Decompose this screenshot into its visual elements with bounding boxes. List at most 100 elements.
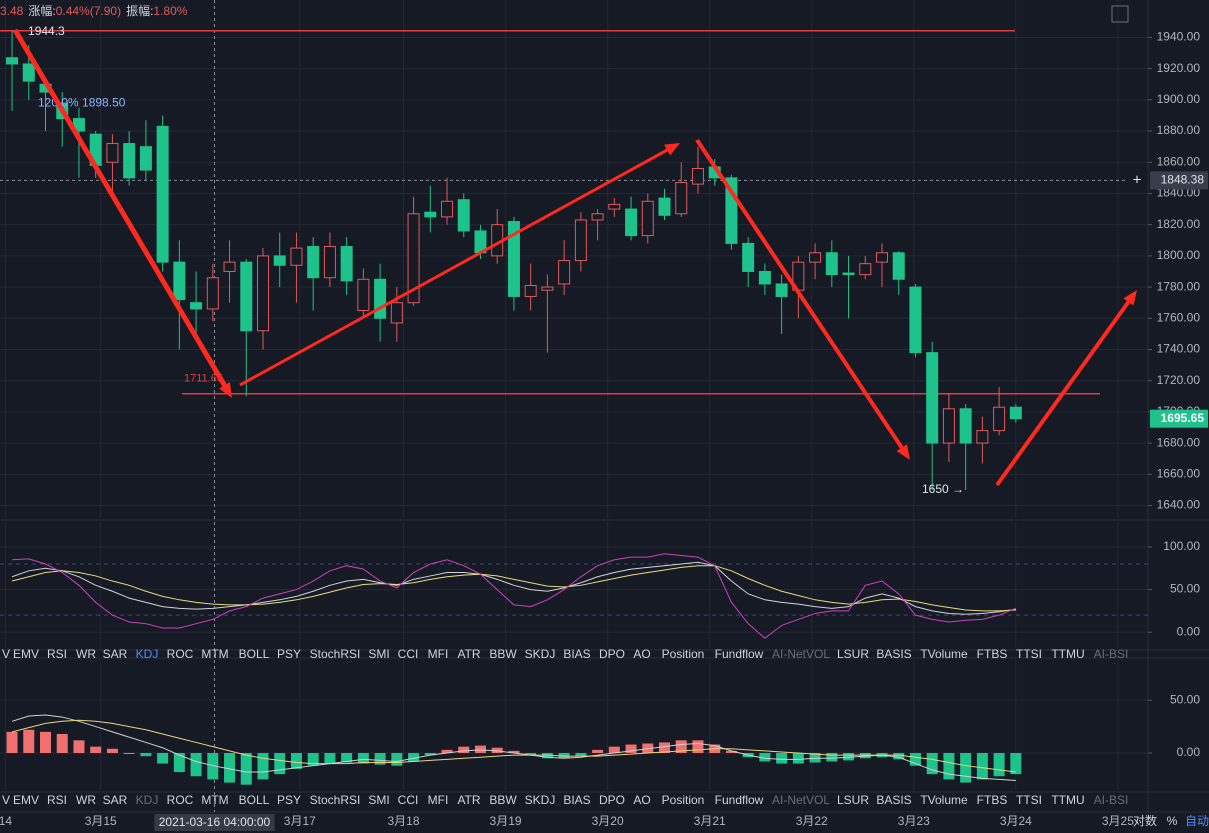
indicator-tab[interactable]: SKDJ xyxy=(525,647,556,661)
indicator-tab[interactable]: V xyxy=(2,647,10,661)
indicator-tab[interactable]: CCI xyxy=(398,793,419,807)
indicator-tab[interactable]: V xyxy=(2,793,10,807)
indicator-tab[interactable]: TTSI xyxy=(1016,793,1042,807)
trend-arrow xyxy=(12,28,231,393)
indicator-tab[interactable]: StochRSI xyxy=(310,647,361,661)
header-change: 0.44%(7.90) xyxy=(56,4,121,18)
indicator-tab[interactable]: SAR xyxy=(103,793,128,807)
indicator-tab[interactable]: AO xyxy=(633,793,650,807)
indicator-tab[interactable]: BIAS xyxy=(563,793,590,807)
macd-bar xyxy=(909,753,921,766)
indicator-tab[interactable]: AI-NetVOL xyxy=(772,793,830,807)
candle-body xyxy=(507,221,520,297)
candle-body xyxy=(240,261,253,332)
indicator-tab[interactable]: MTM xyxy=(201,793,228,807)
indicator-tab[interactable]: TTMU xyxy=(1051,793,1084,807)
indicator-tab[interactable]: MFI xyxy=(428,647,449,661)
indicator-tab[interactable]: TTSI xyxy=(1016,647,1042,661)
indicator-tab[interactable]: RSI xyxy=(47,793,67,807)
axis-option[interactable]: 对数 xyxy=(1133,813,1157,828)
indicator-tab[interactable]: DPO xyxy=(599,647,625,661)
indicator-tab[interactable]: AO xyxy=(633,647,650,661)
macd-bar xyxy=(692,740,704,754)
indicator-tab[interactable]: ROC xyxy=(167,793,194,807)
indicator-tab[interactable]: BBW xyxy=(489,793,517,807)
indicator-tab[interactable]: FTBS xyxy=(977,793,1008,807)
indicator-tab[interactable]: SMI xyxy=(368,647,389,661)
indicator-tab[interactable]: Fundflow xyxy=(715,793,764,807)
macd-bar xyxy=(106,748,118,754)
indicator-tab[interactable]: TVolume xyxy=(920,647,968,661)
candle-body xyxy=(307,246,320,279)
indicator-tab[interactable]: CCI xyxy=(398,647,419,661)
indicator-tab[interactable]: BBW xyxy=(489,647,517,661)
indicator-tab[interactable]: FTBS xyxy=(977,647,1008,661)
indicator-tab[interactable]: MFI xyxy=(428,793,449,807)
indicator-tab[interactable]: StochRSI xyxy=(310,793,361,807)
x-tick-label: 3月22 xyxy=(796,814,828,828)
indicator-tab[interactable]: MTM xyxy=(201,647,228,661)
indicator-tab[interactable]: RSI xyxy=(47,647,67,661)
indicator-tab[interactable]: WR xyxy=(76,647,96,661)
candle-body xyxy=(390,302,403,324)
indicator-tab[interactable]: BOLL xyxy=(239,647,270,661)
indicator-tab[interactable]: SKDJ xyxy=(525,793,556,807)
indicator-tab[interactable]: Position xyxy=(662,793,705,807)
macd-bar xyxy=(491,747,503,754)
indicator-tab[interactable]: SMI xyxy=(368,793,389,807)
indicator-tab[interactable]: AI-BSI xyxy=(1094,793,1129,807)
macd-bar xyxy=(943,753,955,780)
macd-bar xyxy=(608,746,620,754)
indicator-tab[interactable]: TVolume xyxy=(920,793,968,807)
macd-bar xyxy=(926,753,938,775)
axis-option[interactable]: % xyxy=(1167,814,1178,828)
trend-arrow xyxy=(239,145,674,387)
x-tick-label: 3月21 xyxy=(694,814,726,828)
y-tick-label: 50.00 xyxy=(1170,582,1200,596)
indicator-tab[interactable]: LSUR xyxy=(837,647,869,661)
indicator-tab[interactable]: WR xyxy=(76,793,96,807)
macd-bar xyxy=(224,753,236,783)
indicator-tab[interactable]: SAR xyxy=(103,647,128,661)
trend-arrow-head xyxy=(664,143,680,156)
candle-body xyxy=(541,286,554,291)
candle-body xyxy=(641,200,654,237)
fullscreen-button[interactable] xyxy=(1111,5,1129,23)
indicator-tab[interactable]: LSUR xyxy=(837,793,869,807)
y-tick-label: 1760.00 xyxy=(1157,310,1201,324)
indicator-tab[interactable]: DPO xyxy=(599,793,625,807)
indicator-tab[interactable]: AI-NetVOL xyxy=(772,647,830,661)
macd-bar xyxy=(843,753,855,761)
indicator-tab[interactable]: PSY xyxy=(277,647,301,661)
indicator-tab[interactable]: BOLL xyxy=(239,793,270,807)
candle-body xyxy=(809,252,822,263)
candle-body xyxy=(206,277,219,310)
candle-body xyxy=(6,57,19,65)
indicator-tab[interactable]: ROC xyxy=(167,647,194,661)
indicator-tab[interactable]: Fundflow xyxy=(715,647,764,661)
indicator-tab[interactable]: EMV xyxy=(13,647,39,661)
indicator-tab[interactable]: KDJ xyxy=(136,647,159,661)
y-tick-label: 1860.00 xyxy=(1157,154,1201,168)
macd-bar xyxy=(391,753,403,766)
indicator-tab[interactable]: BASIS xyxy=(876,647,911,661)
indicator-tab[interactable]: BASIS xyxy=(876,793,911,807)
indicator-tab[interactable]: ATR xyxy=(457,647,480,661)
axis-option[interactable]: 自动 xyxy=(1185,814,1209,828)
indicator-tab[interactable]: EMV xyxy=(13,793,39,807)
indicator-tab[interactable]: TTMU xyxy=(1051,647,1084,661)
indicator-tab[interactable]: Position xyxy=(662,647,705,661)
macd-bar xyxy=(642,743,654,754)
indicator-tab[interactable]: BIAS xyxy=(563,647,590,661)
candle-body xyxy=(424,211,437,218)
candle-body xyxy=(1009,406,1022,420)
indicator-tab[interactable]: AI-BSI xyxy=(1094,647,1129,661)
candle-body xyxy=(608,203,621,210)
indicator-tab[interactable]: ATR xyxy=(457,793,480,807)
macd-bar xyxy=(725,750,737,754)
macd-bar xyxy=(207,753,219,780)
y-tick-label: 100.00 xyxy=(1163,539,1200,553)
indicator-tab[interactable]: PSY xyxy=(277,793,301,807)
indicator-tab[interactable]: KDJ xyxy=(136,793,159,807)
macd-bar xyxy=(157,753,169,764)
